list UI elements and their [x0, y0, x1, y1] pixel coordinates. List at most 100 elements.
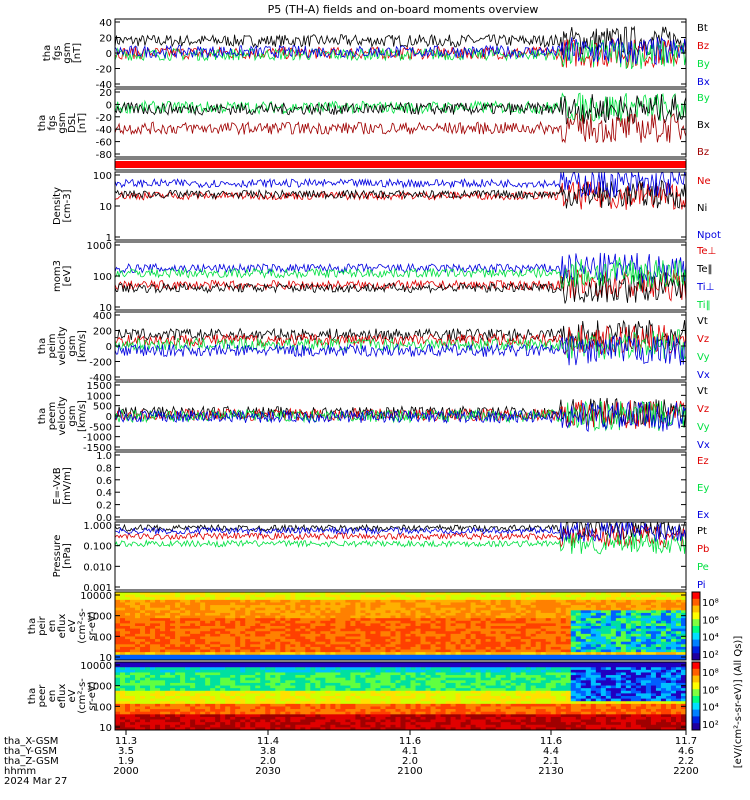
spectrogram-cell — [205, 669, 211, 673]
spectrogram-cell — [115, 662, 121, 666]
spectrogram-cell — [305, 633, 311, 637]
spectrogram-cell — [465, 628, 472, 632]
spectrogram-cell — [405, 688, 411, 692]
spectrogram-cell — [130, 602, 136, 606]
spectrogram-cell — [540, 633, 547, 637]
spectrogram-cell — [190, 722, 196, 726]
spectrogram-cell — [675, 631, 682, 635]
spectrogram-cell — [230, 594, 236, 598]
y-tick-label: 20 — [99, 34, 112, 45]
spectrogram-cell — [380, 599, 386, 603]
spectrogram-cell — [345, 664, 351, 668]
spectrogram-cell — [260, 698, 266, 702]
spectrogram-cell — [340, 633, 346, 637]
spectrogram-cell — [300, 690, 306, 694]
spectrogram-cell — [195, 690, 201, 694]
spectrogram-cell — [385, 682, 391, 686]
spectrogram-cell — [665, 623, 672, 627]
spectrogram-cell — [280, 636, 286, 640]
spectrogram-cell — [230, 680, 236, 684]
spectrogram-cell — [610, 592, 617, 596]
spectrogram-cell — [505, 639, 512, 643]
spectrogram-cell — [675, 615, 682, 619]
spectrogram-cell — [270, 722, 276, 726]
spectrogram-cell — [490, 639, 497, 643]
spectrogram-cell — [295, 706, 301, 710]
spectrogram-cell — [505, 607, 512, 611]
spectrogram-cell — [615, 657, 622, 661]
spectrogram-cell — [320, 719, 326, 723]
spectrogram-cell — [130, 649, 136, 653]
y-tick-label: 100 — [93, 171, 112, 182]
spectrogram-cell — [210, 654, 216, 658]
spectrogram-cell — [235, 662, 241, 666]
spectrogram-cell — [290, 639, 296, 643]
spectrogram-cell — [240, 610, 246, 614]
spectrogram-cell — [145, 722, 151, 726]
spectrogram-cell — [135, 592, 141, 596]
spectrogram-cell — [455, 602, 462, 606]
spectrogram-cell — [350, 662, 356, 666]
spectrogram-cell — [245, 669, 251, 673]
spectrogram-cell — [455, 615, 462, 619]
spectrogram-cell — [275, 696, 281, 700]
spectrogram-cell — [435, 594, 441, 598]
spectrogram-cell — [480, 657, 487, 661]
spectrogram-cell — [320, 698, 326, 702]
spectrogram-cell — [350, 615, 356, 619]
spectrogram-cell — [245, 722, 251, 726]
spectrogram-cell — [375, 599, 381, 603]
spectrogram-cell — [140, 662, 146, 666]
spectrogram-cell — [180, 693, 186, 697]
spectrogram-cell — [135, 633, 141, 637]
spectrogram-cell — [185, 698, 191, 702]
series-line-Pi — [114, 521, 687, 542]
spectrogram-cell — [160, 594, 166, 598]
spectrogram-cell — [160, 657, 166, 661]
spectrogram-cell — [365, 602, 371, 606]
spectrogram-cell — [395, 722, 401, 726]
spectrogram-cell — [625, 649, 632, 653]
spectrogram-cell — [235, 597, 241, 601]
spectrogram-cell — [395, 646, 401, 650]
spectrogram-cell — [515, 602, 522, 606]
spectrogram-cell — [630, 639, 637, 643]
spectrogram-cell — [455, 610, 462, 614]
spectrogram-cell — [330, 639, 336, 643]
spectrogram-cell — [335, 649, 341, 653]
spectrogram-cell — [320, 693, 326, 697]
spectrogram-cell — [340, 724, 346, 728]
spectrogram-cell — [365, 628, 371, 632]
spectrogram-cell — [330, 605, 336, 609]
spectrogram-cell — [130, 633, 136, 637]
spectrogram-cell — [265, 612, 271, 616]
spectrogram-cell — [270, 703, 276, 707]
spectrogram-cell — [455, 652, 462, 656]
spectrogram-cell — [325, 682, 331, 686]
spectrogram-cell — [580, 620, 587, 624]
spectrogram-cell — [125, 703, 131, 707]
spectrogram-cell — [365, 644, 371, 648]
spectrogram-cell — [180, 594, 186, 598]
spectrogram-cell — [635, 592, 642, 596]
spectrogram-cell — [620, 597, 627, 601]
spectrogram-cell — [285, 693, 291, 697]
spectrogram-cell — [390, 610, 396, 614]
spectrogram-cell — [465, 631, 472, 635]
spectrogram-cell — [195, 657, 201, 661]
spectrogram-cell — [365, 615, 371, 619]
spectrogram-cell — [285, 612, 291, 616]
spectrogram-cell — [380, 669, 386, 673]
spectrogram-cell — [610, 620, 617, 624]
spectrogram-cell — [345, 719, 351, 723]
spectrogram-cell — [605, 605, 612, 609]
spectrogram-cell — [615, 626, 622, 630]
spectrogram-cell — [455, 626, 462, 630]
spectrogram-cell — [360, 693, 366, 697]
spectrogram-cell — [455, 672, 462, 676]
spectrogram-cell — [430, 618, 436, 622]
spectrogram-cell — [335, 675, 341, 679]
spectrogram-cell — [570, 657, 577, 661]
spectrogram-cell — [160, 620, 166, 624]
